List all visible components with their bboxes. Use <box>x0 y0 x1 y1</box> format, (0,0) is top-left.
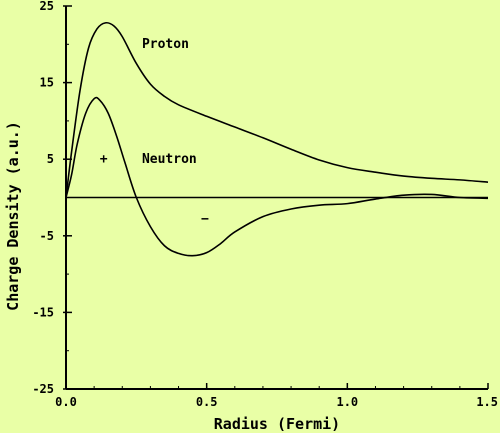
y-tick-label: 15 <box>40 76 54 90</box>
annotation-minus: − <box>201 212 209 227</box>
series-line-proton <box>65 21 489 198</box>
annotation-proton: Proton <box>142 37 189 52</box>
y-tick-label: 25 <box>40 0 54 13</box>
y-tick-label: -5 <box>40 229 54 243</box>
x-tick-label: 1.0 <box>336 395 358 409</box>
x-tick-labels: 0.0 0.5 1.0 1.5 <box>55 395 498 409</box>
series-line-neutron <box>65 96 489 257</box>
annotation-plus: + <box>100 152 108 167</box>
y-tick-labels: 25 15 5 -5 -15 -25 <box>32 0 54 396</box>
y-axis-title: Charge Density (a.u.) <box>4 121 22 311</box>
x-axis-title: Radius (Fermi) <box>214 415 340 433</box>
y-tick-label: 5 <box>47 152 54 166</box>
annotation-neutron: Neutron <box>142 152 197 167</box>
x-tick-label: 0.0 <box>55 395 77 409</box>
x-tick-label: 0.5 <box>196 395 218 409</box>
y-tick-label: -25 <box>32 382 54 396</box>
x-tick-label: 1.5 <box>476 395 498 409</box>
y-tick-label: -15 <box>32 305 54 319</box>
plot-area: Proton Neutron + − <box>63 5 489 390</box>
